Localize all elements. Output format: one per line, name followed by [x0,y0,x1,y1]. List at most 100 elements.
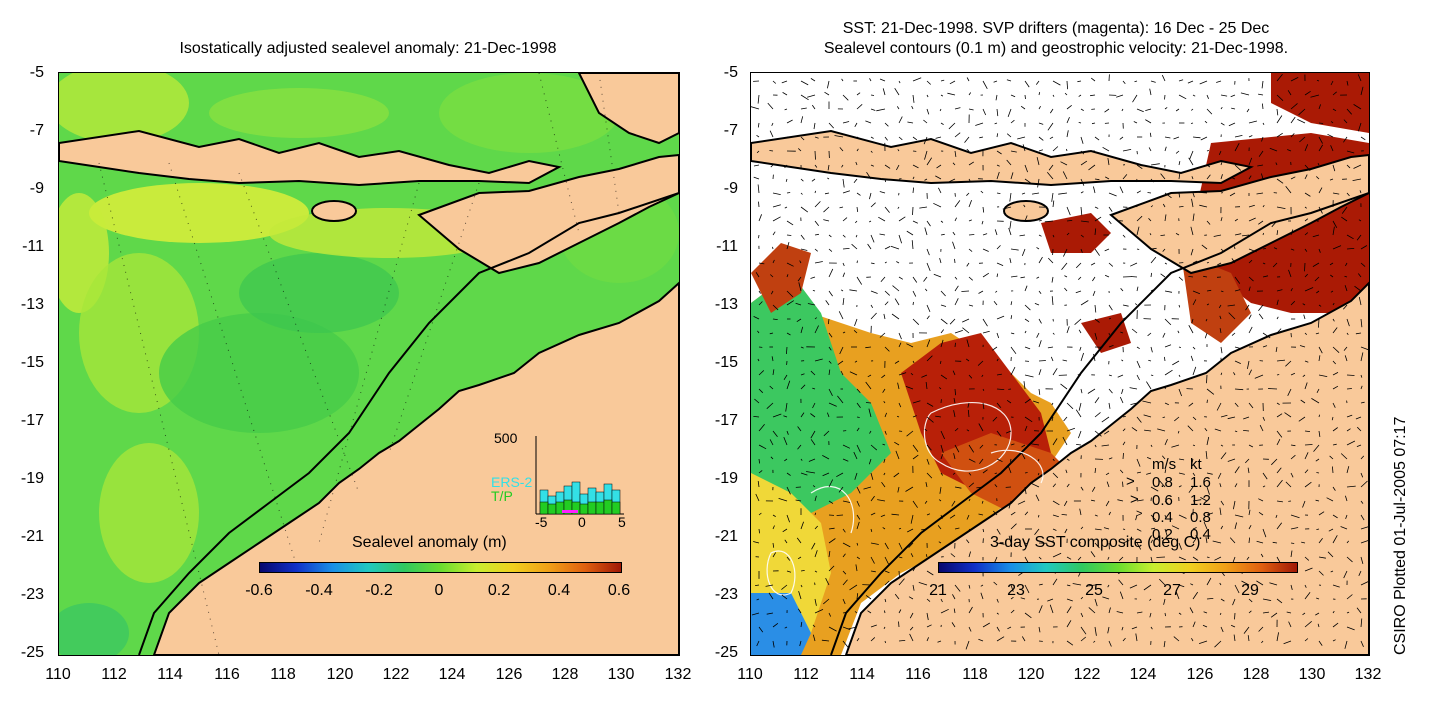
velocity-vector [1206,174,1211,180]
velocity-vector [1009,258,1012,264]
velocity-vector [1346,108,1352,115]
velocity-vector [1360,346,1369,351]
velocity-vector [1304,90,1311,96]
velocity-vector [1227,416,1236,420]
velocity-vector [1079,508,1082,516]
velocity-vector [1285,360,1292,367]
velocity-vector [751,612,760,616]
velocity-vector [814,570,818,573]
velocity-vector [1304,273,1308,278]
velocity-vector [849,371,858,376]
velocity-vector [894,441,900,446]
velocity-vector [1257,164,1264,167]
velocity-vector [898,136,903,141]
velocity-vector [810,439,816,446]
velocity-vector [1318,556,1326,559]
velocity-vector [1304,567,1313,572]
velocity-vector [1258,220,1264,225]
velocity-vector [1192,621,1196,628]
velocity-vector [1164,94,1166,100]
velocity-vector [898,621,900,628]
velocity-vector [1034,528,1040,536]
velocity-vector [786,192,791,194]
velocity-vector [839,346,844,355]
velocity-vector [926,637,929,642]
velocity-vector [925,554,928,558]
velocity-vector [898,527,902,530]
velocity-vector [981,220,984,225]
velocity-vector [753,164,760,167]
legend-kt-value: 1.2 [1190,492,1211,509]
velocity-vector [1094,318,1100,323]
velocity-vector [996,108,999,117]
velocity-vector [1360,514,1365,521]
velocity-vector [1360,472,1364,478]
velocity-vector [1051,416,1054,422]
velocity-vector [772,640,775,648]
velocity-vector [884,290,890,296]
velocity-vector [1318,430,1321,437]
velocity-vector [1038,318,1042,324]
velocity-vector [1162,416,1166,418]
velocity-vector [894,593,900,600]
velocity-vector [1187,80,1194,84]
velocity-vector [807,303,816,306]
velocity-vector [1290,584,1293,591]
velocity-vector [883,458,886,463]
velocity-vector [1304,620,1312,628]
velocity-vector [1108,220,1112,225]
velocity-vector [976,486,984,489]
velocity-vector [1094,528,1102,531]
velocity-vector [996,192,1001,194]
velocity-vector [842,178,845,188]
velocity-vector [800,412,805,418]
velocity-vector [1052,578,1058,586]
velocity-vector [884,178,886,183]
velocity-vector [1136,108,1144,113]
velocity-vector [879,233,886,236]
velocity-vector [1088,164,1096,171]
velocity-vector [1332,108,1337,112]
velocity-vector [786,274,789,278]
velocity-vector [940,339,944,348]
velocity-vector [1248,610,1252,614]
velocity-vector [1220,290,1224,293]
velocity-vector [1340,526,1348,530]
velocity-vector [1355,332,1362,335]
velocity-vector [1136,611,1143,614]
velocity-vector [1164,514,1166,518]
velocity-vector [1038,388,1041,395]
velocity-vector [1220,217,1223,222]
velocity-vector [814,233,819,236]
velocity-vector [924,500,928,504]
velocity-vector [1136,528,1142,532]
velocity-vector [1318,248,1321,253]
velocity-vector [795,302,802,306]
velocity-vector [1234,466,1240,474]
velocity-vector [940,329,945,334]
velocity-vector [849,289,858,292]
velocity-vector [769,332,774,335]
velocity-vector [1160,173,1166,180]
velocity-vector [1276,289,1283,292]
velocity-vector [880,514,886,517]
velocity-vector [1122,415,1126,418]
velocity-vector [1038,136,1044,141]
velocity-vector [1136,416,1142,423]
velocity-vector [898,372,907,376]
velocity-vector [842,297,845,306]
velocity-vector [962,327,970,334]
velocity-vector [1146,381,1152,390]
velocity-vector [1343,346,1348,351]
velocity-vector [907,528,914,533]
colorbar-tick: -0.4 [305,582,333,599]
velocity-vector [1164,439,1168,446]
velocity-vector [772,204,781,208]
velocity-vector [856,206,859,212]
legend-ms-value: 0.8 [1152,474,1173,491]
velocity-vector [770,456,774,460]
velocity-vector [828,538,836,544]
velocity-vector [848,626,858,630]
velocity-vector [1344,640,1348,649]
velocity-vector [949,514,956,519]
